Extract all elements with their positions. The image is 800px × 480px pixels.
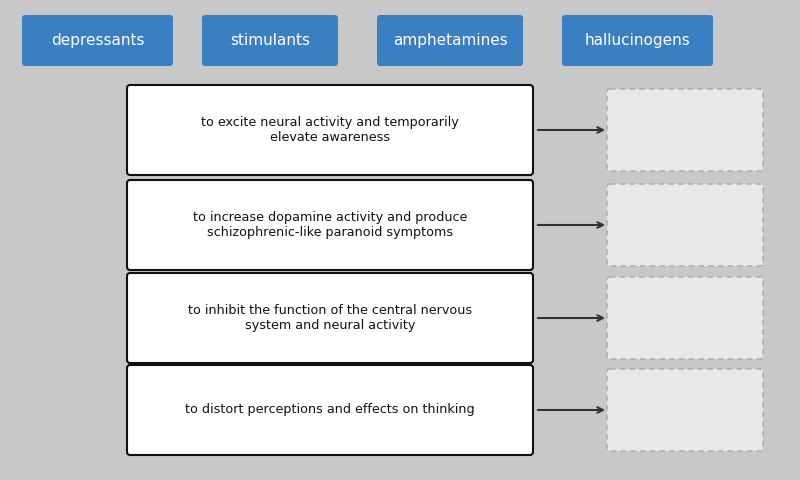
FancyBboxPatch shape [127,273,533,363]
Text: to increase dopamine activity and produce
schizophrenic-like paranoid symptoms: to increase dopamine activity and produc… [193,211,467,239]
FancyBboxPatch shape [607,277,763,359]
Text: stimulants: stimulants [230,33,310,48]
FancyBboxPatch shape [127,180,533,270]
FancyBboxPatch shape [22,15,173,66]
Text: depressants: depressants [50,33,144,48]
FancyBboxPatch shape [127,85,533,175]
Text: to distort perceptions and effects on thinking: to distort perceptions and effects on th… [185,404,475,417]
FancyBboxPatch shape [607,184,763,266]
Text: to inhibit the function of the central nervous
system and neural activity: to inhibit the function of the central n… [188,304,472,332]
FancyBboxPatch shape [377,15,523,66]
FancyBboxPatch shape [562,15,713,66]
Text: hallucinogens: hallucinogens [585,33,690,48]
FancyBboxPatch shape [127,365,533,455]
FancyBboxPatch shape [607,369,763,451]
FancyBboxPatch shape [607,89,763,171]
Text: to excite neural activity and temporarily
elevate awareness: to excite neural activity and temporaril… [201,116,459,144]
FancyBboxPatch shape [202,15,338,66]
Text: amphetamines: amphetamines [393,33,507,48]
